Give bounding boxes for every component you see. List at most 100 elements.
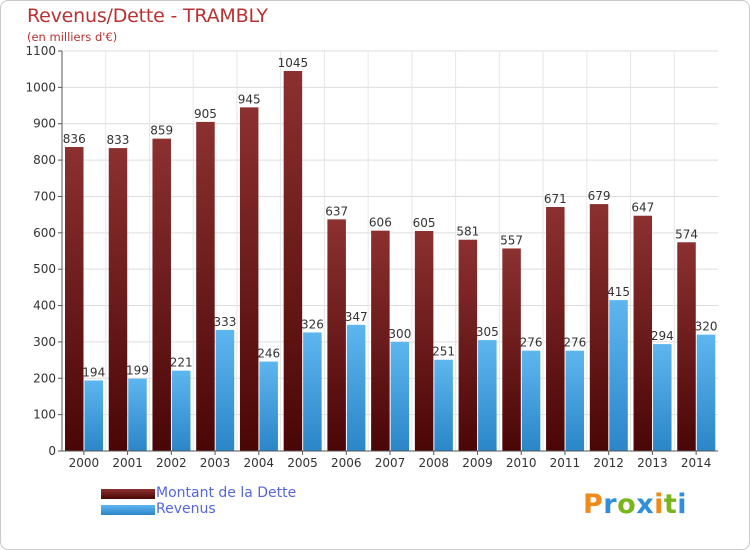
data-label-revenus: 194 [82,365,105,379]
legend-swatch-debt [101,489,155,499]
y-tick-label: 100 [33,408,56,422]
bar-revenus [215,329,235,451]
bar-revenus [346,324,366,451]
data-label-dette: 557 [500,233,523,247]
bar-revenus [565,350,585,451]
bar-revenus [259,361,278,451]
bar-dette [239,107,259,451]
x-tick-label: 2013 [637,456,668,470]
x-tick-label: 2007 [375,456,406,470]
y-tick-label: 300 [33,335,56,349]
y-tick-label: 700 [33,189,56,203]
data-label-revenus: 300 [388,327,411,341]
logo-letter: o [617,489,637,520]
y-tick-label: 600 [33,226,56,240]
bar-revenus [128,378,147,451]
data-label-dette: 833 [107,133,130,147]
chart-title: Revenus/Dette - TRAMBLY [27,5,268,27]
x-tick-label: 2000 [69,456,100,470]
y-tick-label: 500 [33,262,56,276]
bar-revenus [171,370,191,451]
y-tick-label: 0 [48,444,56,458]
data-label-revenus: 320 [695,320,718,334]
data-label-revenus: 415 [607,285,630,299]
bar-dette [327,219,346,451]
bar-revenus [521,350,541,451]
x-tick-label: 2002 [156,456,187,470]
chart-subtitle: (en milliers d'€) [27,30,118,44]
x-tick-label: 2004 [244,456,275,470]
y-tick-label: 200 [33,371,56,385]
bar-dette [196,121,215,451]
bar-dette [458,239,478,451]
data-label-dette: 836 [63,132,86,146]
bar-dette [589,204,609,451]
bar-revenus [653,344,672,451]
bar-dette [152,138,171,452]
data-label-dette: 647 [631,201,654,215]
data-label-dette: 905 [194,107,217,121]
data-label-revenus: 276 [563,336,586,350]
data-label-dette: 606 [369,216,392,230]
data-label-revenus: 333 [213,315,236,329]
bar-dette [414,231,434,451]
data-label-dette: 581 [456,225,479,239]
logo-letter: P [583,489,604,520]
data-label-revenus: 276 [520,336,543,350]
bar-dette [677,242,696,451]
x-tick-label: 2010 [506,456,537,470]
x-tick-label: 2011 [550,456,581,470]
bar-revenus [696,334,716,451]
data-label-dette: 637 [325,204,348,218]
y-tick-label: 800 [33,153,56,167]
data-label-dette: 945 [238,92,261,106]
legend-swatch-revenus [101,505,155,515]
bar-revenus [609,300,628,451]
legend-label-revenus: Revenus [156,501,216,517]
x-tick-label: 2003 [200,456,231,470]
bar-dette [546,207,565,451]
logo-letter: i [677,489,688,520]
proxiti-logo: Proxiti [583,489,687,520]
logo-letter: r [603,489,618,520]
y-tick-label: 1100 [25,44,56,58]
logo-letter: x [636,489,655,520]
x-tick-label: 2006 [331,456,362,470]
data-label-revenus: 221 [170,356,193,370]
logo-letter: t [663,489,678,520]
bar-dette [65,147,84,451]
bar-revenus [390,341,410,451]
y-tick-label: 1000 [25,80,56,94]
bar-dette [283,71,303,451]
data-label-dette: 859 [150,124,173,138]
x-tick-label: 2008 [418,456,449,470]
bar-dette [108,148,128,451]
data-label-revenus: 246 [257,347,280,361]
bar-dette [502,248,521,451]
logo-letter: i [654,489,664,520]
bar-dette [633,215,653,451]
data-label-revenus: 347 [345,310,368,324]
legend-label-debt: Montant de la Dette [156,485,297,501]
data-label-dette: 605 [413,216,436,230]
data-label-revenus: 305 [476,325,499,339]
data-label-revenus: 251 [432,345,455,359]
data-label-dette: 574 [675,227,698,241]
bar-revenus [478,340,497,451]
data-label-dette: 679 [588,189,611,203]
bar-revenus [84,380,103,451]
x-tick-label: 2009 [462,456,493,470]
bar-revenus [434,359,453,451]
data-label-revenus: 326 [301,317,324,331]
x-tick-label: 2014 [681,456,712,470]
y-tick-label: 900 [33,117,56,131]
y-tick-label: 400 [33,299,56,313]
x-tick-label: 2005 [287,456,318,470]
x-tick-label: 2012 [593,456,624,470]
data-label-dette: 1045 [278,56,309,70]
data-label-revenus: 199 [126,364,149,378]
data-label-dette: 671 [544,192,567,206]
bar-dette [371,230,390,451]
